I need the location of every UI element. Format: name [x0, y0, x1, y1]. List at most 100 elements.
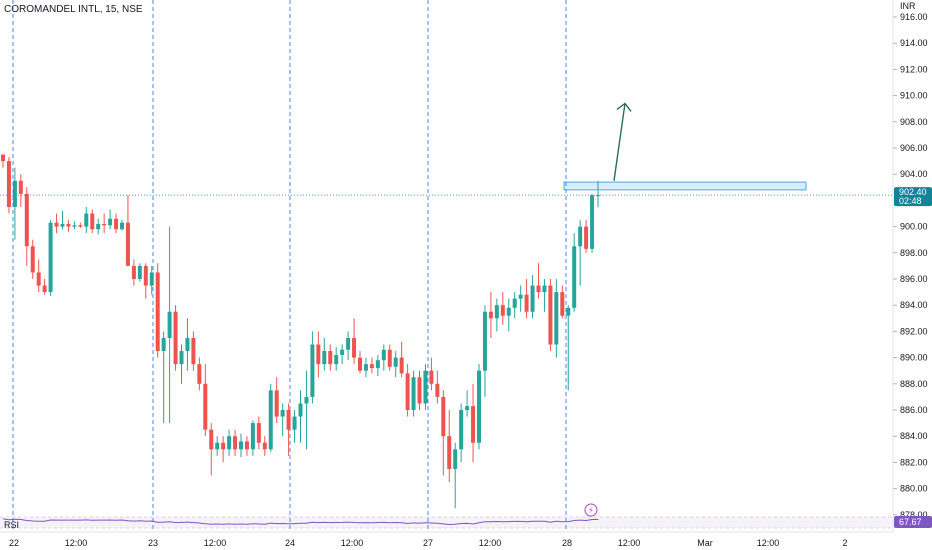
candle [185, 318, 190, 371]
candle [42, 279, 47, 295]
candle [310, 331, 315, 404]
candle-body [387, 349, 392, 367]
candle [30, 239, 35, 279]
candle-body [244, 441, 249, 450]
candle-body [161, 337, 166, 352]
candle [221, 436, 226, 463]
price-tick-label: 880.00 [900, 484, 928, 494]
candle [24, 187, 29, 266]
candle-body [1, 154, 5, 162]
candle [429, 357, 434, 391]
candle [102, 213, 107, 234]
candle-body [566, 307, 571, 316]
candle-body [191, 337, 196, 365]
price-tick-label: 886.00 [900, 405, 928, 415]
candle [447, 410, 452, 483]
candle-body [447, 436, 452, 469]
candle [1, 154, 5, 168]
price-tick-label: 908.00 [900, 117, 928, 127]
candle [209, 423, 214, 476]
time-label: 2 [842, 538, 847, 548]
time-label: 24 [285, 538, 295, 548]
candle [125, 195, 130, 266]
candle [375, 354, 380, 376]
candle-body [120, 222, 124, 230]
candle-body [524, 294, 529, 312]
candle [280, 403, 285, 437]
candle-body [60, 223, 65, 227]
candle-body [203, 383, 208, 430]
currency-label: INR [900, 1, 916, 11]
candle-body [131, 265, 136, 279]
candle-body [512, 298, 517, 308]
candle [90, 209, 95, 234]
candle-body [6, 161, 11, 207]
rsi-pane: RSI ⚡ [0, 503, 893, 530]
time-axis[interactable]: 22 12:00 23 12:00 24 12:00 27 12:00 28 12:00 Mar 12… [0, 531, 893, 548]
candle-body [96, 223, 101, 230]
candle-body [239, 441, 243, 450]
candle-body [185, 337, 190, 352]
candle-body [292, 416, 297, 430]
candle [542, 279, 547, 312]
candle [328, 344, 333, 371]
candle-body [155, 272, 160, 352]
candle-body [328, 351, 333, 365]
candle-body [459, 410, 464, 450]
candle-body [381, 349, 386, 361]
price-tick-label: 878.00 [900, 510, 928, 520]
resistance-zone-box[interactable] [563, 181, 807, 191]
candle-body [369, 364, 374, 369]
projection-arrow[interactable] [613, 102, 632, 181]
candle [298, 390, 303, 443]
candle-body [554, 292, 559, 345]
candle-body [542, 285, 547, 293]
candle [191, 331, 196, 371]
candle-body [42, 285, 47, 293]
candle [66, 220, 71, 232]
candle-body [411, 377, 416, 410]
candle-body [215, 442, 220, 450]
candle-body [393, 357, 398, 367]
candle [149, 265, 154, 295]
candle [233, 429, 238, 456]
candle-body [399, 357, 404, 374]
candle [108, 209, 113, 230]
candle-body [256, 423, 261, 443]
arrow-head [616, 102, 632, 112]
price-tick-label: 892.00 [900, 326, 928, 336]
candle-body [250, 423, 255, 450]
candle [203, 364, 208, 437]
candle-body [173, 311, 178, 365]
candle [578, 220, 583, 286]
candle [334, 347, 339, 371]
candle [286, 403, 291, 456]
candle-body [310, 344, 315, 397]
price-tick-label: 916.00 [900, 12, 928, 22]
candle [131, 259, 136, 286]
candle [179, 344, 184, 384]
candle [554, 279, 559, 358]
price-tick-label: 896.00 [900, 274, 928, 284]
candle-body [465, 406, 470, 410]
candle-body [108, 218, 113, 226]
price-tick-label: 894.00 [900, 300, 928, 310]
candle [250, 420, 255, 456]
alert-icon[interactable]: ⚡ [584, 503, 598, 517]
candle-body [18, 180, 23, 194]
candle [512, 292, 517, 319]
price-axis[interactable]: INR 916.00 914.00 912.00 910.00 908.00 906.00… [892, 0, 932, 532]
candle [60, 210, 65, 230]
price-tick-label: 914.00 [900, 38, 928, 48]
candle [268, 383, 273, 452]
candle [405, 364, 410, 417]
candle [441, 390, 446, 476]
candle [459, 403, 464, 463]
candle-body [316, 344, 321, 365]
candle-body [78, 225, 83, 227]
candle [292, 410, 297, 443]
price-tick-label: 906.00 [900, 143, 928, 153]
candle [393, 351, 398, 378]
candle-body [482, 311, 487, 371]
